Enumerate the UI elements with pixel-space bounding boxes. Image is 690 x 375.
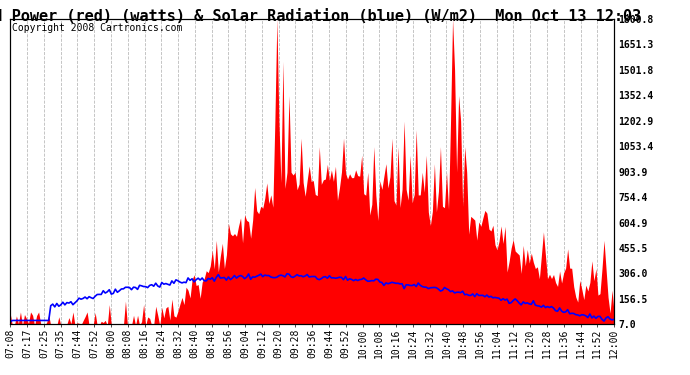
Text: Copyright 2008 Cartronics.com: Copyright 2008 Cartronics.com [12, 23, 183, 33]
Text: Grid Power (red) (watts) & Solar Radiation (blue) (W/m2)  Mon Oct 13 12:03: Grid Power (red) (watts) & Solar Radiati… [0, 9, 641, 24]
